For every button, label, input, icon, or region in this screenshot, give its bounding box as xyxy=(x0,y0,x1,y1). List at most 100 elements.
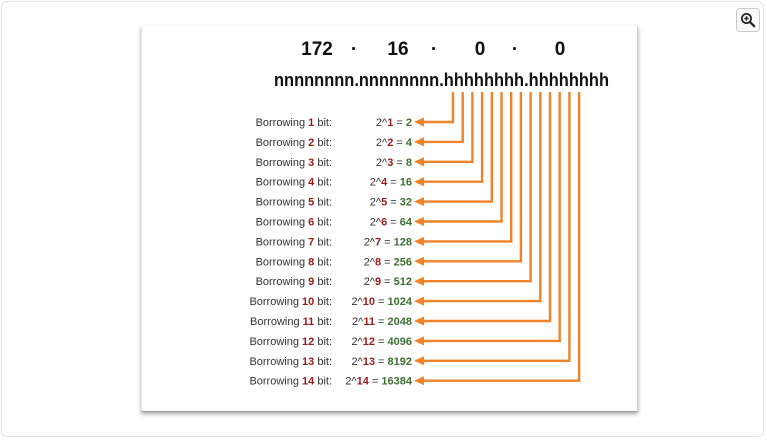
borrowing-row: Borrowing 11 bit: 2^11 = 2048 xyxy=(250,316,412,328)
power-expression: 2^5 = 32 xyxy=(370,197,412,209)
bit-arrow-line xyxy=(422,92,493,203)
borrowed-bit-count: 12 xyxy=(302,336,314,348)
power-exponent: 5 xyxy=(381,197,387,209)
equals-sign: = xyxy=(393,157,406,169)
power-base: 2^ xyxy=(376,137,388,149)
power-expression: 2^4 = 16 xyxy=(370,177,412,189)
equals-sign: = xyxy=(387,177,400,189)
bit-arrow-line xyxy=(422,92,552,323)
subnet-count: 32 xyxy=(400,197,412,209)
borrowing-prefix: Borrowing xyxy=(249,356,302,368)
power-base: 2^ xyxy=(351,336,363,348)
borrowing-prefix: Borrowing xyxy=(256,117,309,129)
equals-sign: = xyxy=(381,236,394,248)
power-base: 2^ xyxy=(364,256,376,268)
power-expression: 2^10 = 1024 xyxy=(351,296,412,308)
borrowing-row: Borrowing 14 bit: 2^14 = 16384 xyxy=(249,376,412,388)
power-exponent: 12 xyxy=(363,336,375,348)
borrowing-suffix: bit: xyxy=(314,296,332,308)
arrowhead xyxy=(414,296,424,306)
arrowhead xyxy=(414,217,424,226)
power-exponent: 4 xyxy=(381,177,388,189)
borrowing-label: Borrowing 9 bit: xyxy=(256,276,332,288)
borrowing-label: Borrowing 4 bit: xyxy=(256,177,332,189)
borrowing-suffix: bit: xyxy=(314,356,332,368)
subnet-count: 4096 xyxy=(388,336,412,348)
power-expression: 2^1 = 2 xyxy=(376,117,412,129)
bit-arrow-line xyxy=(422,92,542,303)
borrowed-bit-count: 6 xyxy=(308,217,314,229)
borrowing-label: Borrowing 14 bit: xyxy=(249,376,332,388)
borrowing-prefix: Borrowing xyxy=(256,276,309,288)
power-expression: 2^12 = 4096 xyxy=(351,336,412,348)
borrowing-prefix: Borrowing xyxy=(256,236,309,248)
power-expression: 2^9 = 512 xyxy=(364,276,412,288)
power-expression: 2^2 = 4 xyxy=(376,137,413,149)
borrowed-bit-count: 1 xyxy=(308,117,314,129)
power-base: 2^ xyxy=(370,217,382,229)
borrowing-prefix: Borrowing xyxy=(256,217,309,229)
arrowhead xyxy=(414,117,424,127)
subnet-count: 256 xyxy=(394,256,412,268)
power-base: 2^ xyxy=(376,157,388,169)
ip-address-header: 172 · 16 · 0 · 0 nnnnnnnn.nnnnnnnn.hhhhh… xyxy=(274,39,609,90)
subnet-count: 16 xyxy=(400,177,412,189)
equals-sign: = xyxy=(369,376,382,388)
subnet-count: 8192 xyxy=(388,356,412,368)
borrowing-prefix: Borrowing xyxy=(250,316,303,328)
equals-sign: = xyxy=(393,137,406,149)
borrowed-bit-count: 3 xyxy=(308,157,314,169)
borrowing-row: Borrowing 6 bit: 2^6 = 64 xyxy=(256,217,413,229)
subnet-borrowing-figure: 172 · 16 · 0 · 0 nnnnnnnn.nnnnnnnn.hhhhh… xyxy=(141,26,638,412)
bit-arrow-line xyxy=(422,92,503,223)
equals-sign: = xyxy=(381,256,394,268)
arrowhead xyxy=(414,356,424,366)
equals-sign: = xyxy=(387,217,400,229)
borrowing-label: Borrowing 11 bit: xyxy=(250,316,332,328)
borrowing-row: Borrowing 13 bit: 2^13 = 8192 xyxy=(249,356,412,368)
borrowing-label: Borrowing 6 bit: xyxy=(256,217,332,229)
arrowhead xyxy=(414,137,424,147)
bit-arrow-line xyxy=(422,92,532,283)
borrowing-suffix: bit: xyxy=(314,236,332,248)
power-exponent: 6 xyxy=(381,217,387,229)
subnet-count: 16384 xyxy=(381,376,412,388)
bit-arrow-line xyxy=(422,92,513,243)
power-expression: 2^3 = 8 xyxy=(376,157,412,169)
bit-arrow-line xyxy=(422,92,571,362)
borrowing-row: Borrowing 8 bit: 2^8 = 256 xyxy=(256,256,412,268)
octet-4: 0 xyxy=(555,39,566,60)
subnet-count: 128 xyxy=(394,236,412,248)
power-base: 2^ xyxy=(364,236,376,248)
power-base: 2^ xyxy=(376,117,388,129)
borrowing-label: Borrowing 3 bit: xyxy=(256,157,332,169)
borrowing-label: Borrowing 1 bit: xyxy=(256,117,332,129)
borrowing-prefix: Borrowing xyxy=(256,157,309,169)
equals-sign: = xyxy=(381,276,394,288)
zoom-button[interactable] xyxy=(736,8,760,32)
arrowhead xyxy=(414,276,424,286)
borrowing-row: Borrowing 10 bit: 2^10 = 1024 xyxy=(249,296,412,308)
bit-arrow-line xyxy=(422,92,474,164)
borrowing-prefix: Borrowing xyxy=(256,137,309,149)
borrowing-prefix: Borrowing xyxy=(256,197,309,209)
arrows-group xyxy=(414,92,581,386)
borrowing-suffix: bit: xyxy=(314,177,332,189)
borrowing-row: Borrowing 1 bit: 2^1 = 2 xyxy=(256,117,412,129)
power-exponent: 8 xyxy=(375,256,381,268)
borrowed-bit-count: 4 xyxy=(308,177,315,189)
borrowing-suffix: bit: xyxy=(314,137,332,149)
power-expression: 2^11 = 2048 xyxy=(352,316,412,328)
octet-separator-2: · xyxy=(431,39,437,60)
power-expression: 2^14 = 16384 xyxy=(345,376,413,388)
octet-separator-1: · xyxy=(351,39,357,60)
subnet-count: 4 xyxy=(406,137,413,149)
arrowhead xyxy=(414,256,424,266)
power-base: 2^ xyxy=(364,276,376,288)
subnet-count: 2048 xyxy=(388,316,412,328)
power-base: 2^ xyxy=(345,376,357,388)
bit-arrow-line xyxy=(422,92,455,124)
equals-sign: = xyxy=(387,197,400,209)
borrowing-label: Borrowing 5 bit: xyxy=(256,197,332,209)
borrowing-suffix: bit: xyxy=(314,217,332,229)
